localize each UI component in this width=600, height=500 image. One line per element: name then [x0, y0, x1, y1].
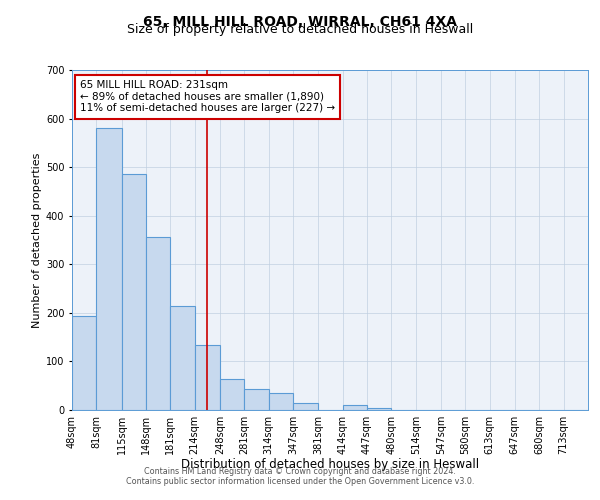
Text: 65 MILL HILL ROAD: 231sqm
← 89% of detached houses are smaller (1,890)
11% of se: 65 MILL HILL ROAD: 231sqm ← 89% of detac…: [80, 80, 335, 114]
Bar: [367, 408, 391, 410]
Bar: [72, 316, 97, 410]
Bar: [244, 388, 269, 410]
Text: 65, MILL HILL ROAD, WIRRAL, CH61 4XA: 65, MILL HILL ROAD, WIRRAL, CH61 4XA: [143, 15, 457, 29]
Text: Contains public sector information licensed under the Open Government Licence v3: Contains public sector information licen…: [126, 477, 474, 486]
Y-axis label: Number of detached properties: Number of detached properties: [32, 152, 41, 328]
Text: Contains HM Land Registry data © Crown copyright and database right 2024.: Contains HM Land Registry data © Crown c…: [144, 467, 456, 476]
Bar: [170, 306, 195, 410]
Bar: [343, 405, 367, 410]
Bar: [146, 236, 170, 410]
Bar: [293, 402, 318, 410]
Bar: [195, 346, 220, 410]
Bar: [122, 174, 146, 410]
Bar: [269, 393, 293, 410]
Bar: [220, 379, 244, 410]
Text: Size of property relative to detached houses in Heswall: Size of property relative to detached ho…: [127, 22, 473, 36]
Bar: [97, 128, 122, 410]
X-axis label: Distribution of detached houses by size in Heswall: Distribution of detached houses by size …: [181, 458, 479, 471]
